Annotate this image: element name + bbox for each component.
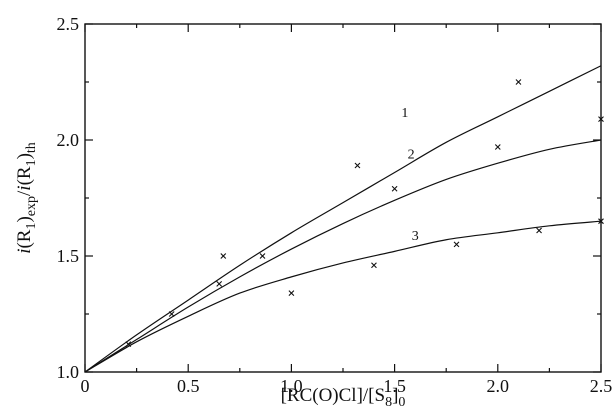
series-3-point xyxy=(125,341,132,348)
ticks xyxy=(84,23,602,373)
series-3-point xyxy=(168,311,175,317)
x-tick-label: 0 xyxy=(81,376,90,396)
series-3-point xyxy=(288,290,295,297)
y-tick-label: 1.5 xyxy=(57,246,80,266)
series-1-point xyxy=(515,79,522,85)
series-3-point xyxy=(598,218,604,225)
series-2-point xyxy=(598,116,604,123)
markers xyxy=(125,79,604,348)
plot-frame xyxy=(84,23,602,373)
curve-labels: 1 2 3 xyxy=(401,106,418,244)
series-3-point xyxy=(371,262,377,269)
series-1-point xyxy=(354,162,361,169)
x-tick-label: 1.0 xyxy=(280,376,303,396)
y-tick-label: 1.0 xyxy=(57,362,80,382)
x-tick-label: 1.5 xyxy=(383,376,406,396)
series-2-point xyxy=(494,144,501,150)
series-1-point xyxy=(220,253,227,259)
series-2-point xyxy=(216,280,223,287)
series-2-point xyxy=(259,253,266,259)
curves xyxy=(84,65,602,373)
series-3-point xyxy=(536,227,542,234)
series-1-line xyxy=(84,65,602,373)
series-2-point xyxy=(391,185,398,192)
x-axis-label: [RC(O)Cl]/[S8]0 xyxy=(281,385,406,408)
x-tick-label: 0.5 xyxy=(177,376,200,396)
y-tick-label: 2.5 xyxy=(57,14,80,34)
series-2-label: 2 xyxy=(408,148,415,163)
series-2-line xyxy=(84,139,602,373)
series-1-label: 1 xyxy=(401,106,408,121)
y-axis-label: i(R1)exp/i(R1)th xyxy=(14,142,39,254)
x-tick-label: 2.0 xyxy=(487,376,510,396)
y-tick-label: 2.0 xyxy=(57,130,80,150)
series-3-label: 3 xyxy=(412,229,419,244)
series-3-point xyxy=(453,241,460,248)
x-tick-label: 2.5 xyxy=(590,376,613,396)
series-3-line xyxy=(84,220,602,373)
tick-labels: 0 0.5 1.0 1.5 2.0 2.5 1.0 1.5 2.0 2.5 xyxy=(57,14,613,396)
